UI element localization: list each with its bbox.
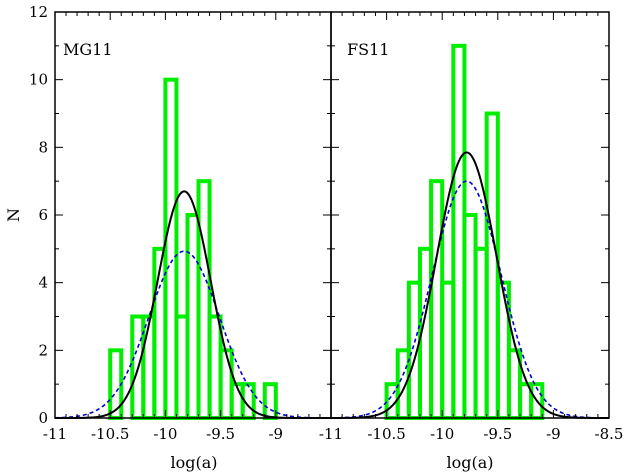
x-tick-label: -9.5 [483, 425, 512, 443]
x-tick-label: -10 [153, 425, 177, 443]
histogram-bar [262, 382, 278, 420]
fit-curve-dashed [54, 250, 331, 419]
panel-title-fs11: FS11 [347, 40, 389, 59]
x-tick-label: -11 [319, 425, 343, 443]
panel-mg11: -11 -10.5 -10 -9.5 -9 0 2 4 6 8 10 12 MG11 log(a) [29, 3, 332, 472]
x-tick-label: -9 [546, 425, 561, 443]
y-axis-label: N [4, 208, 23, 222]
x-tick-label: -10.5 [367, 425, 405, 443]
x-tick-label: -10.5 [91, 425, 129, 443]
y-tick-label: 12 [29, 3, 48, 21]
y-tick-label: 6 [38, 206, 48, 224]
y-tick-label: 4 [38, 274, 48, 292]
x-tick-label: -8.5 [595, 425, 624, 443]
fit-curve-dashed [330, 180, 610, 419]
fit-curve-solid [55, 190, 331, 419]
y-tick-label: 0 [38, 409, 48, 427]
y-tick-label: 10 [29, 71, 48, 89]
x-axis-label-fs11: log(a) [446, 453, 493, 472]
x-tick-label: -9.5 [206, 425, 235, 443]
x-tick-label: -11 [43, 425, 67, 443]
histogram-bar [108, 348, 124, 421]
x-axis-label-mg11: log(a) [170, 453, 217, 472]
x-tick-label: -9 [268, 425, 283, 443]
panel-title-mg11: MG11 [63, 40, 113, 59]
panel-fs11: -11 -10.5 -10 -9.5 -9 -8.5 FS11 log(a) [319, 11, 624, 472]
y-tick-label: 2 [38, 341, 48, 359]
x-tick-label: -10 [430, 425, 454, 443]
fit-curve-solid [331, 151, 609, 419]
y-tick-label: 8 [38, 138, 48, 156]
